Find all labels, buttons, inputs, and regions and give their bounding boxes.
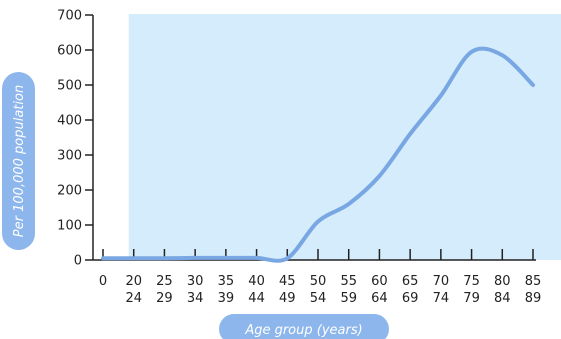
x-tick-label-4-end: 39 (218, 291, 235, 306)
x-tick-label-10: 65 (402, 274, 419, 289)
x-tick-label-5-end: 44 (248, 291, 265, 306)
x-tick-label-13: 80 (494, 274, 511, 289)
x-tick-label-5: 40 (248, 274, 265, 289)
x-tick-label-2: 25 (156, 274, 173, 289)
x-tick-label-3: 30 (187, 274, 204, 289)
x-tick-label-6: 45 (279, 274, 296, 289)
x-tick-label-12: 75 (463, 274, 480, 289)
x-tick-label-11-end: 74 (433, 291, 450, 306)
y-axis-label-background (2, 72, 35, 250)
y-tick-label-100: 100 (57, 219, 82, 234)
x-tick-label-7: 50 (310, 274, 327, 289)
shaded-region (128, 14, 561, 260)
series-line (101, 46, 535, 263)
x-tick-label-7-end: 54 (310, 291, 327, 306)
x-tick-label-4: 35 (218, 274, 235, 289)
x-tick-label-9: 60 (371, 274, 388, 289)
x-tick-label-11: 70 (433, 274, 450, 289)
y-axis: 0 100 200 300 400 500 600 700 (57, 9, 94, 269)
x-tick-label-10-end: 69 (402, 291, 419, 306)
x-tick-label-3-end: 34 (187, 291, 204, 306)
x-axis: 0 20 24 25 29 30 34 35 39 40 44 45 49 50 54 55 59 60 64 65 6… (93, 249, 541, 306)
y-tick-label-400: 400 (57, 114, 82, 129)
y-tick-label-600: 600 (57, 44, 82, 59)
x-tick-label-0: 0 (99, 274, 107, 289)
x-axis-label: Age group (years) (244, 323, 362, 338)
x-tick-label-8-end: 59 (340, 291, 357, 306)
x-tick-label-14: 85 (525, 274, 542, 289)
x-tick-label-12-end: 79 (463, 291, 480, 306)
x-tick-label-8: 55 (340, 274, 357, 289)
x-tick-label-9-end: 64 (371, 291, 388, 306)
y-tick-label-0: 0 (74, 254, 82, 269)
y-tick-label-200: 200 (57, 184, 82, 199)
y-tick-label-500: 500 (57, 79, 82, 94)
y-axis-label: Per 100,000 population (12, 85, 27, 237)
x-tick-label-6-end: 49 (279, 291, 296, 306)
x-axis-label-pill: Age group (years) (219, 314, 389, 339)
x-tick-label-1-end: 24 (125, 291, 142, 306)
x-axis-label-background (219, 314, 389, 339)
x-tick-label-1: 20 (125, 274, 142, 289)
x-tick-label-14-end: 89 (525, 291, 542, 306)
x-tick-label-13-end: 84 (494, 291, 511, 306)
y-axis-label-pill: Per 100,000 population (2, 72, 35, 250)
x-tick-label-2-end: 29 (156, 291, 173, 306)
y-tick-label-700: 700 (57, 9, 82, 24)
y-tick-label-300: 300 (57, 149, 82, 164)
